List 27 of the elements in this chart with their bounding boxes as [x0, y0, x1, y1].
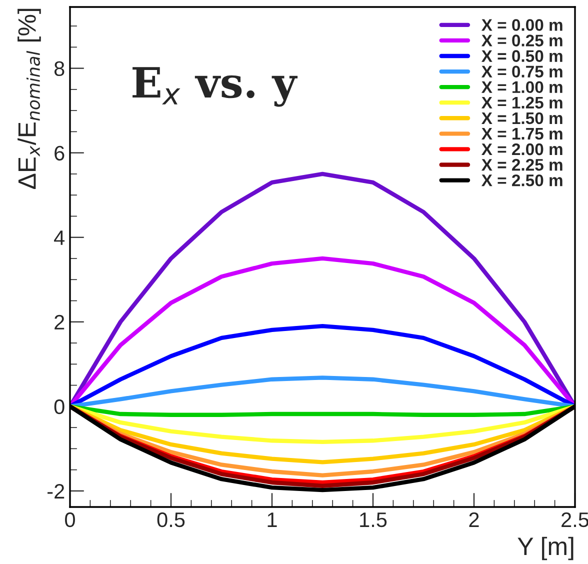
- legend-label: X = 0.75 m: [481, 66, 562, 78]
- y-axis-title: ΔE$_{x}$/E$_{nominal}$ [%]: [18, 8, 41, 190]
- legend-label: X = 2.00 m: [481, 143, 562, 156]
- legend-label: X = 1.75 m: [481, 128, 562, 140]
- legend-label: X = 2.25 m: [481, 158, 562, 171]
- x-tick-label: 1.5: [360, 512, 387, 528]
- legend-label: X = 0.50 m: [481, 50, 562, 62]
- line-series: [70, 376, 575, 408]
- legend-label: X = 1.00 m: [481, 81, 562, 94]
- y-tick-label: 2: [54, 314, 64, 330]
- line-series: [70, 404, 575, 444]
- legend-label: X = 1.25 m: [481, 96, 562, 109]
- legend-label: X = 1.50 m: [481, 112, 562, 124]
- text: E$_{x}$ vs. y: [132, 67, 298, 107]
- legend-label: X = 0.25 m: [481, 34, 562, 46]
- x-tick-label: 1: [268, 512, 277, 527]
- y-tick-label: 0: [54, 399, 64, 414]
- x-tick-label: 0.5: [157, 512, 185, 528]
- y-tick-label: 4: [54, 230, 65, 245]
- legend-label: X = 0.00 m: [481, 19, 562, 31]
- y-tick-label: 8: [54, 61, 64, 76]
- x-tick-label: 0: [65, 512, 75, 528]
- y-tick-label: -2: [48, 484, 64, 498]
- x-axis-title: Y [m]: [518, 536, 574, 560]
- legend-label: X = 2.50 m: [481, 174, 562, 186]
- y-tick-label: 6: [54, 146, 64, 161]
- x-tick-label: 2: [469, 512, 479, 527]
